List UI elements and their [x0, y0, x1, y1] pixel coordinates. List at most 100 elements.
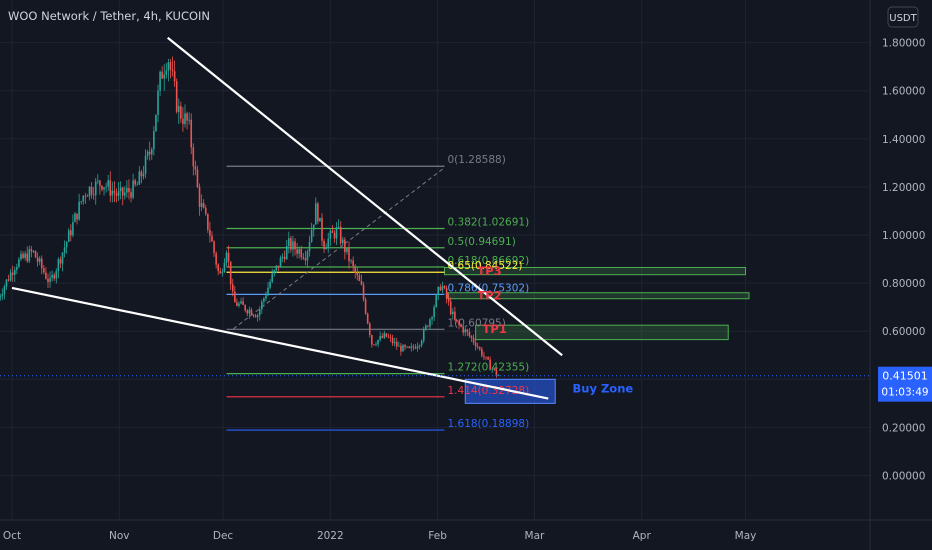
candle-body: [321, 217, 323, 241]
candle-body: [433, 307, 435, 318]
candle-body: [207, 213, 209, 230]
candle-body: [254, 315, 257, 318]
candle-body: [238, 303, 240, 306]
currency-button[interactable]: USDT: [887, 6, 919, 28]
candle-body: [217, 264, 220, 272]
candle-body: [219, 271, 222, 274]
candle-body: [362, 284, 365, 300]
currency-label: USDT: [889, 13, 917, 24]
candle-body: [61, 252, 64, 264]
candle-body: [283, 256, 286, 260]
candle-body: [368, 323, 371, 336]
fib-label-0.618: 0.618(0.86692): [448, 255, 530, 267]
candle-body: [242, 301, 244, 305]
candle-body: [431, 317, 433, 320]
candle-body: [470, 335, 473, 338]
candle-body: [310, 230, 313, 242]
bar-countdown: 01:03:49: [881, 387, 928, 399]
upper-trendline: [167, 36, 563, 357]
candle-body: [281, 256, 284, 258]
candle-body: [391, 337, 394, 344]
candle-body: [190, 119, 193, 148]
x-tick-label: Apr: [633, 530, 652, 542]
candle-body: [414, 347, 417, 349]
candle-body: [43, 268, 45, 273]
candle-body: [55, 271, 58, 279]
candle-body: [140, 171, 143, 177]
candle-body: [462, 326, 464, 333]
candle-body: [339, 226, 342, 244]
candle-body: [429, 319, 431, 327]
candle-body: [20, 253, 22, 260]
candle-body: [30, 249, 33, 252]
y-tick-label: 0.60000: [882, 326, 925, 338]
candle-body: [150, 149, 153, 155]
candle-body: [296, 249, 298, 254]
candle-body: [209, 229, 211, 236]
candle-body: [466, 329, 469, 332]
candle-body: [352, 260, 354, 267]
candle-body: [491, 368, 494, 370]
candle-body: [250, 309, 253, 316]
candle-body: [155, 114, 157, 132]
x-tick-label: Nov: [109, 530, 130, 542]
candle-body: [319, 217, 321, 222]
candle-body: [258, 309, 261, 316]
candle-body: [148, 151, 151, 155]
candle-body: [341, 239, 344, 244]
candle-body: [88, 186, 91, 197]
candle-body: [371, 335, 373, 345]
candle-body: [312, 224, 315, 231]
candle-body: [24, 253, 26, 258]
candle-body: [389, 337, 392, 339]
candle-body: [240, 301, 242, 304]
candle-body: [192, 147, 195, 167]
candle-body: [314, 203, 317, 225]
fib-label-1.414: 1.414(0.32728): [448, 385, 530, 397]
candle-body: [63, 247, 66, 253]
candle-body: [348, 247, 350, 262]
candle-body: [13, 269, 16, 275]
candle-body: [84, 195, 87, 197]
candle-body: [416, 346, 419, 349]
candle-body: [119, 187, 122, 192]
fib-label-0.382: 0.382(1.02691): [448, 217, 530, 229]
candle-body: [182, 118, 184, 125]
candle-body: [418, 345, 421, 347]
candle-body: [495, 369, 498, 377]
candle-body: [277, 265, 280, 268]
tp3-zone: [444, 266, 747, 276]
candle-body: [234, 291, 236, 303]
candle-body: [481, 349, 483, 356]
y-tick-label: 0.20000: [882, 422, 925, 434]
lower-trendline: [11, 286, 549, 400]
candle-body: [474, 342, 477, 347]
candle-body: [40, 258, 43, 269]
candle-body: [269, 281, 271, 288]
candle-body: [306, 251, 309, 261]
candle-body: [476, 346, 479, 348]
candle-body: [229, 261, 232, 285]
candle-body: [123, 192, 126, 196]
candle-body: [113, 190, 116, 194]
candle-body: [460, 324, 462, 327]
candle-body: [53, 274, 56, 279]
candle-body: [74, 213, 76, 223]
fib-levels: 0(1.28588) 0.382(1.02691) 0.5(0.94691) 0.61…: [226, 154, 530, 431]
candle-body: [45, 272, 47, 279]
candle-body: [327, 238, 330, 248]
candle-body: [366, 313, 369, 324]
candle-body: [271, 273, 273, 282]
time-axis[interactable]: Oct Nov Dec 2022 Feb Mar Apr May: [0, 519, 932, 542]
candle-body: [153, 131, 155, 150]
candle-body: [161, 71, 163, 79]
candle-body: [167, 62, 170, 71]
symbol-title[interactable]: WOO Network / Tether, 4h, KUCOIN: [8, 9, 210, 23]
candle-body: [7, 279, 10, 281]
candle-body: [200, 203, 203, 207]
candle-body: [385, 333, 388, 337]
trendlines: [0, 36, 870, 400]
candle-body: [3, 286, 6, 295]
